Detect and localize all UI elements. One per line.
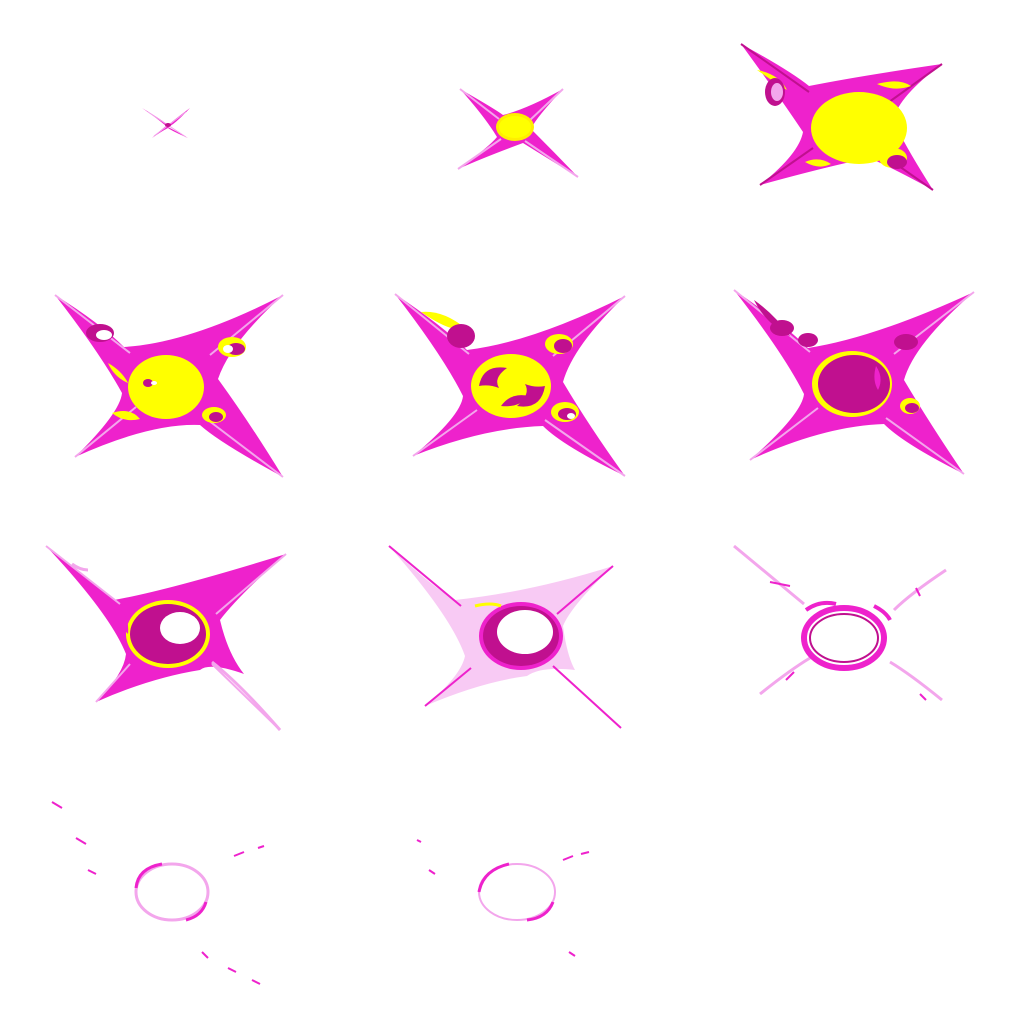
explosion-sprite [54, 294, 284, 478]
explosion-sprite [142, 108, 190, 138]
explosion-sprite [388, 545, 622, 729]
frame-5-burst-swirl [341, 256, 682, 512]
explosion-sprite [733, 289, 975, 475]
explosion-sprite [733, 544, 947, 702]
frame-2-star-small [341, 0, 682, 256]
frame-8-ring-hollow [341, 512, 682, 768]
explosion-sprite [394, 293, 626, 477]
frame-3-star-large [682, 0, 1023, 256]
frame-7-ring-hollow-start [0, 512, 341, 768]
frame-6-burst-magenta-core [682, 256, 1023, 512]
explosion-sprite [740, 43, 943, 191]
explosion-sprite [416, 839, 590, 957]
frame-10-ring-wisps [0, 768, 341, 1024]
explosion-sprite [457, 88, 579, 178]
explosion-sprite [51, 801, 265, 985]
frame-12-empty [682, 768, 1023, 1024]
frame-11-ring-vanishing [341, 768, 682, 1024]
frame-9-ring-fading [682, 512, 1023, 768]
frame-1-spark [0, 0, 341, 256]
frame-4-burst-yellow-core [0, 256, 341, 512]
explosion-sprite [45, 545, 287, 731]
